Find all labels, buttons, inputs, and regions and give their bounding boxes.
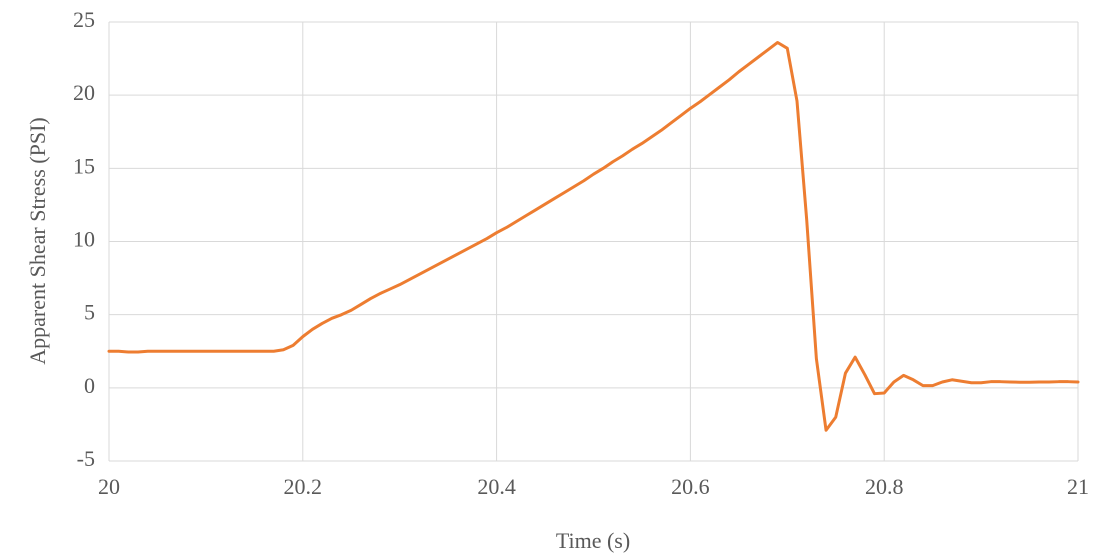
y-tick-label: 25 xyxy=(73,7,95,32)
x-tick-label: 20.6 xyxy=(671,474,710,499)
y-tick-label: 10 xyxy=(73,227,95,252)
y-tick-label: 0 xyxy=(84,373,95,398)
x-tick-label: 21 xyxy=(1067,474,1089,499)
y-tick-label: 5 xyxy=(84,300,95,325)
y-axis-title: Apparent Shear Stress (PSI) xyxy=(25,117,50,364)
y-tick-label: 20 xyxy=(73,80,95,105)
y-tick-label: 15 xyxy=(73,153,95,178)
x-tick-label: 20.4 xyxy=(477,474,516,499)
x-axis-title: Time (s) xyxy=(556,528,630,553)
x-tick-label: 20 xyxy=(98,474,120,499)
y-tick-label: -5 xyxy=(77,446,95,471)
x-tick-label: 20.8 xyxy=(865,474,904,499)
x-tick-label: 20.2 xyxy=(284,474,323,499)
data-line xyxy=(107,40,1080,432)
